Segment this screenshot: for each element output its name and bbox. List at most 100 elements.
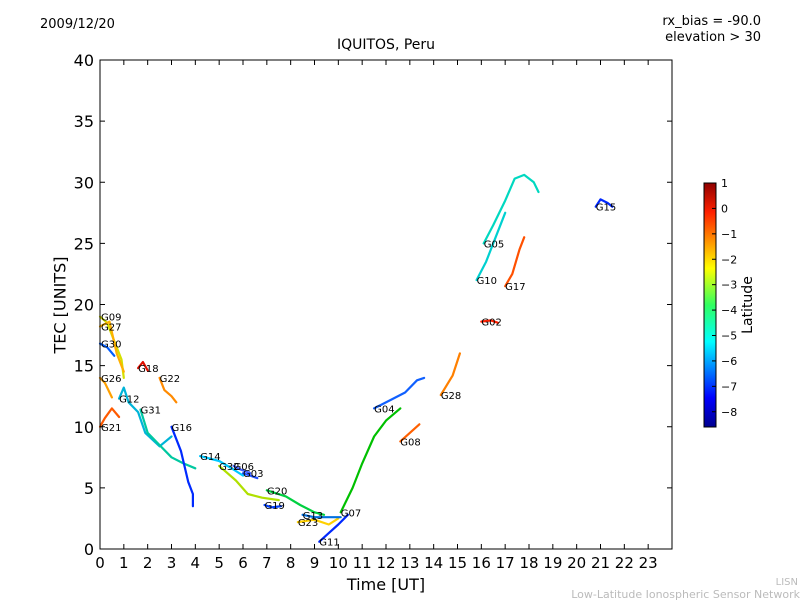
x-tick-label: 22 (615, 554, 634, 572)
trace-g10 (475, 211, 507, 282)
trace-g21 (98, 407, 121, 428)
trace-label-g10: G10 (477, 276, 497, 287)
trace-label-g02: G02 (481, 318, 501, 329)
trace-label-g14: G14 (200, 452, 220, 463)
x-tick-label: 13 (400, 554, 419, 572)
x-tick-label: 0 (95, 554, 105, 572)
trace-g26 (98, 376, 113, 399)
colorbar-tick-label: −8 (721, 406, 737, 419)
colorbar-tick-label: −5 (721, 330, 737, 343)
x-tick-label: 18 (519, 554, 538, 572)
y-tick-label: 0 (84, 540, 94, 559)
trace-label-g17: G17 (505, 282, 525, 293)
y-tick-label: 15 (74, 357, 94, 376)
y-tick-label: 10 (74, 418, 94, 437)
x-tick-label: 7 (262, 554, 272, 572)
trace-g30 (98, 342, 116, 357)
trace-g07 (339, 407, 402, 514)
x-axis-label: Time [UT] (346, 575, 426, 594)
x-tick-label: 23 (639, 554, 658, 572)
y-tick-label: 30 (74, 173, 94, 192)
trace-label-g30: G30 (101, 340, 121, 351)
x-tick-label: 10 (329, 554, 348, 572)
trace-label-g18: G18 (138, 364, 158, 375)
rx-bias-label: rx_bias = -90.0 (662, 14, 761, 29)
y-tick-label: 20 (74, 296, 94, 315)
trace-g06 (232, 464, 252, 475)
colorbar (703, 182, 717, 428)
trace-g05 (482, 173, 540, 245)
trace-g32 (218, 464, 280, 502)
trace-g02 (480, 319, 500, 324)
trace-g28 (439, 352, 461, 397)
colorbar-tick-label: 0 (721, 202, 728, 215)
trace-label-g12: G12 (119, 395, 139, 406)
trace-label-g27: G27 (101, 323, 121, 334)
trace-g13 (301, 513, 342, 519)
colorbar-tick-label: −2 (721, 253, 737, 266)
colorbar-label: Latitude (740, 276, 756, 334)
y-tick-label: 35 (74, 112, 94, 131)
x-tick-label: 1 (119, 554, 129, 572)
x-tick-label: 17 (496, 554, 515, 572)
x-tick-label: 21 (591, 554, 610, 572)
trace-label-g08: G08 (400, 437, 420, 448)
x-tick-label: 14 (424, 554, 443, 572)
trace-label-g03: G03 (243, 469, 263, 480)
x-tick-label: 11 (353, 554, 372, 572)
footer-lisn: LISN (775, 577, 798, 588)
trace-g15 (594, 198, 614, 208)
x-tick-label: 20 (567, 554, 586, 572)
x-tick-label: 16 (472, 554, 491, 572)
x-tick-label: 3 (167, 554, 177, 572)
trace-label-g16: G16 (172, 423, 192, 434)
trace-label-g04: G04 (374, 404, 394, 415)
trace-g16 (170, 425, 194, 508)
colorbar-tick-label: −4 (721, 304, 737, 317)
trace-g11 (318, 513, 349, 543)
trace-g14 (199, 455, 245, 477)
trace-label-g09: G09 (101, 313, 121, 324)
trace-label-g31: G31 (141, 406, 161, 417)
trace-g08 (399, 423, 421, 443)
chart-title: IQUITOS, Peru (336, 37, 436, 53)
colorbar-tick-label: −3 (721, 279, 737, 292)
x-tick-label: 2 (143, 554, 153, 572)
y-tick-label: 25 (74, 234, 94, 253)
trace-g31 (139, 408, 197, 470)
trace-g17 (504, 236, 526, 288)
trace-g22 (158, 376, 178, 404)
colorbar-tick-label: −6 (721, 355, 737, 368)
x-tick-label: 5 (214, 554, 224, 572)
trace-label-g23: G23 (298, 518, 318, 529)
trace-label-g05: G05 (484, 239, 504, 250)
y-axis-label: TEC [UNITS] (50, 256, 70, 354)
trace-label-g13: G13 (303, 511, 323, 522)
trace-g23 (296, 517, 340, 526)
x-tick-label: 9 (310, 554, 320, 572)
elevation-label: elevation > 30 (665, 30, 761, 45)
y-tick-label: 5 (84, 479, 94, 498)
x-tick-label: 12 (376, 554, 395, 572)
date-label: 2009/12/20 (40, 17, 115, 32)
trace-label-g11: G11 (319, 538, 339, 549)
trace-label-g26: G26 (101, 374, 121, 385)
colorbar-tick-label: −1 (721, 228, 737, 241)
trace-g04 (373, 376, 426, 410)
trace-label-g06: G06 (233, 462, 253, 473)
x-tick-label: 19 (543, 554, 562, 572)
trace-label-g22: G22 (160, 374, 180, 385)
x-tick-label: 15 (448, 554, 467, 572)
x-tick-label: 4 (191, 554, 201, 572)
trace-g20 (265, 489, 326, 516)
x-tick-label: 6 (238, 554, 248, 572)
colorbar-tick-label: −7 (721, 380, 737, 393)
trace-label-g07: G07 (341, 508, 361, 519)
trace-g27 (98, 320, 125, 373)
trace-g18 (137, 360, 149, 372)
trace-g03 (241, 472, 259, 480)
trace-label-g21: G21 (101, 423, 121, 434)
trace-label-g15: G15 (596, 203, 616, 214)
trace-label-g28: G28 (441, 391, 461, 402)
